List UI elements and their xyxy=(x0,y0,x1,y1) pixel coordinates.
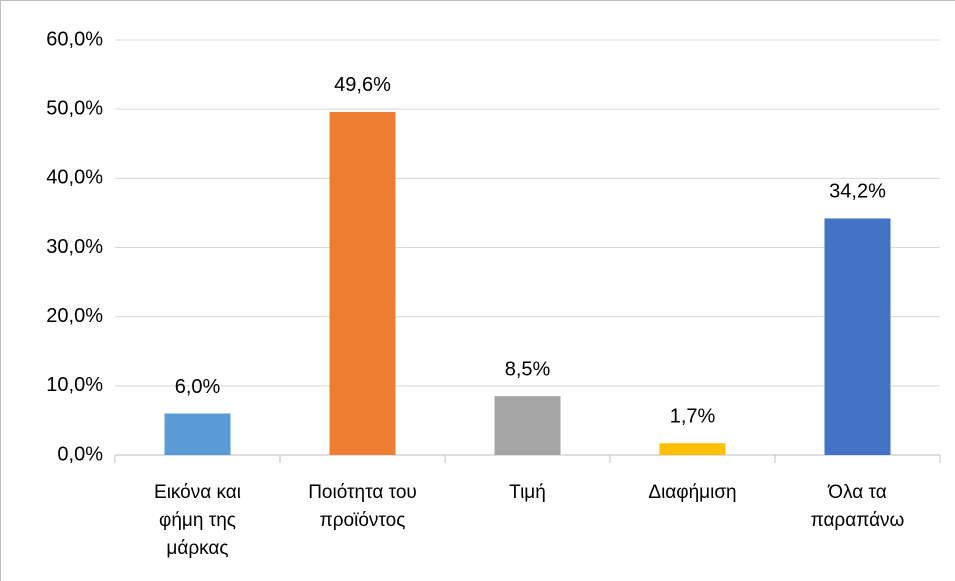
bar xyxy=(329,111,396,455)
y-tick-label: 60,0% xyxy=(46,28,103,50)
data-label: 8,5% xyxy=(505,358,551,380)
bar xyxy=(494,396,561,455)
y-tick-label: 50,0% xyxy=(46,97,103,119)
y-tick-label: 10,0% xyxy=(46,374,103,396)
data-label: 6,0% xyxy=(175,376,221,398)
y-tick-label: 40,0% xyxy=(46,167,103,189)
y-tick-label: 30,0% xyxy=(46,236,103,258)
y-tick-label: 0,0% xyxy=(57,443,103,465)
bar xyxy=(824,218,891,455)
y-tick-label: 20,0% xyxy=(46,305,103,327)
x-tick-label: Διαφήμιση xyxy=(648,482,737,503)
bar xyxy=(164,413,231,455)
x-tick-label: Όλα τα παραπάνω xyxy=(810,482,905,531)
data-label: 49,6% xyxy=(334,74,391,96)
x-tick-label: Εικόνα και φήμη της μάρκας xyxy=(154,482,241,559)
bar xyxy=(659,443,726,455)
x-tick-label: Ποιότητα του προϊόντος xyxy=(308,482,417,531)
data-label: 34,2% xyxy=(829,181,886,203)
data-label: 1,7% xyxy=(670,406,716,428)
x-tick-label: Τιμή xyxy=(509,482,546,503)
